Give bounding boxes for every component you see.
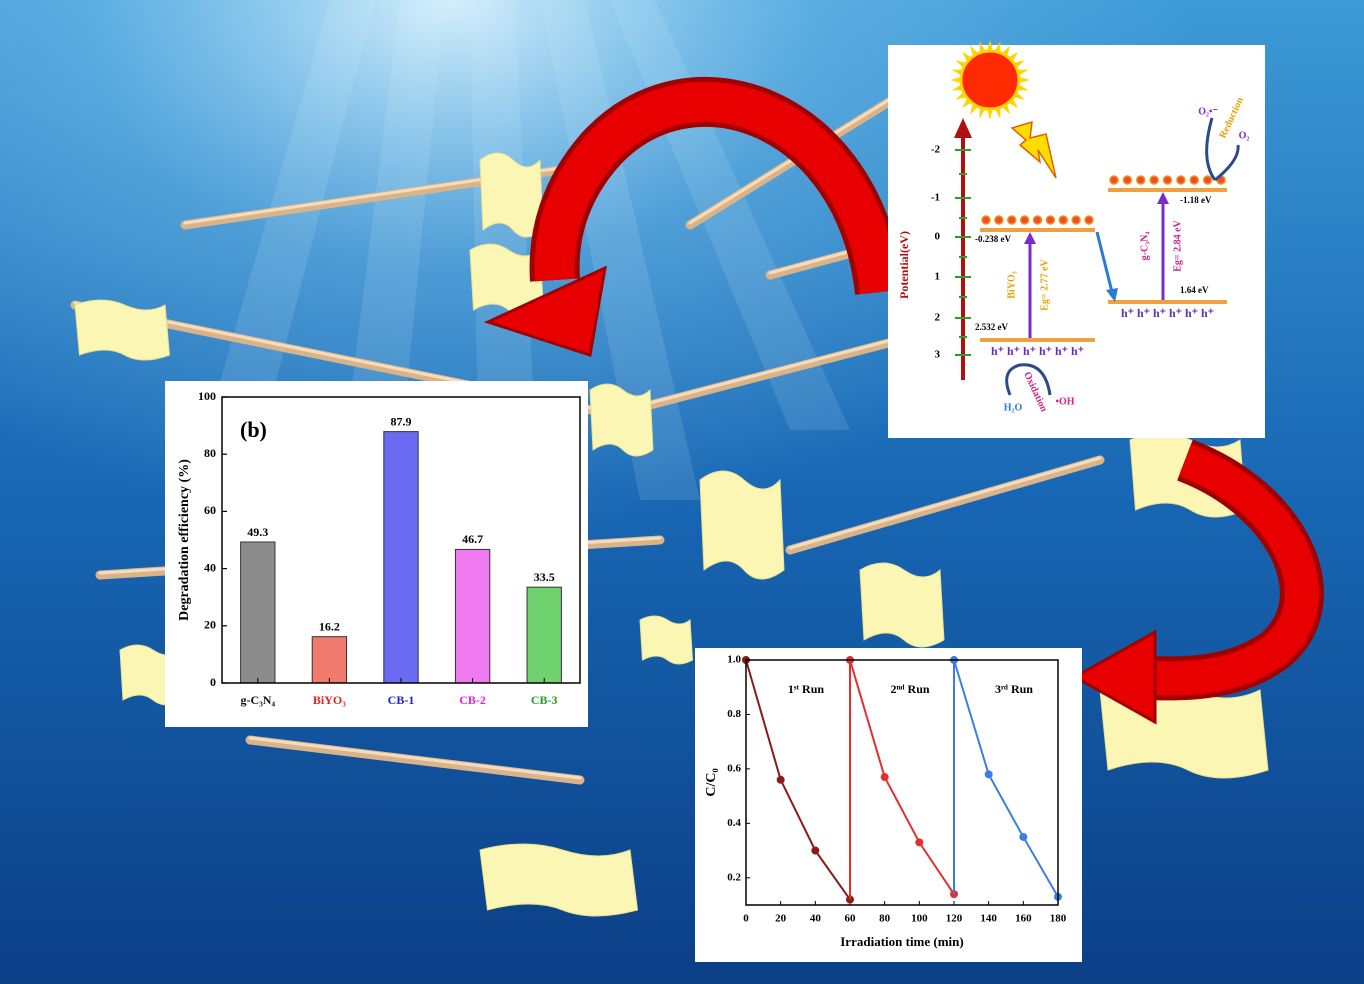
y-tick-label: 20 [204, 618, 216, 632]
electron [1072, 216, 1080, 224]
electron [1177, 176, 1185, 184]
y-tick-label: 60 [204, 503, 216, 517]
bar [312, 637, 346, 683]
holes: h⁺ h⁺ h⁺ h⁺ h⁺ h⁺ [991, 344, 1084, 358]
electron [1110, 176, 1118, 184]
band-gap: Eg= 2.77 eV [1039, 258, 1050, 310]
data-point [812, 847, 819, 854]
oxidation-reactant: H₂O [1004, 402, 1023, 413]
material-name: BiYO₃ [1006, 271, 1017, 298]
data-label: 16.2 [319, 619, 340, 633]
y-tick-label: 0.8 [727, 708, 741, 720]
sheet [700, 471, 784, 579]
electron [1204, 176, 1212, 184]
vb-potential: 2.532 eV [975, 322, 1008, 332]
data-label: 87.9 [391, 414, 412, 428]
diagram-panel [888, 45, 1265, 438]
sun [950, 40, 1030, 120]
x-tick-label: 60 [845, 913, 857, 925]
electron [1021, 216, 1029, 224]
data-point [985, 771, 992, 778]
holes: h⁺ h⁺ h⁺ h⁺ h⁺ h⁺ [1121, 306, 1214, 320]
y-tick-label: 40 [204, 560, 216, 574]
electron [1150, 176, 1158, 184]
x-tick-label: CB-2 [459, 693, 486, 707]
x-tick-label: 160 [1015, 913, 1032, 925]
cb-potential: -0.238 eV [975, 234, 1011, 244]
data-point [1020, 833, 1027, 840]
data-label: 46.7 [462, 532, 483, 546]
data-point [881, 774, 888, 781]
x-axis-label: Irradiation time (min) [840, 934, 963, 949]
sun-disk [961, 51, 1019, 109]
electron [1046, 216, 1054, 224]
oxidation-product: •OH [1055, 396, 1074, 407]
electron [995, 216, 1003, 224]
y-tick-label: 0.2 [727, 871, 741, 883]
x-tick-label: 100 [911, 913, 928, 925]
axis-tick-label: 0 [935, 231, 941, 243]
y-tick-label: 1.0 [727, 654, 741, 666]
y-axis-label: Degradation efficiency (%) [177, 459, 192, 621]
electron [1190, 176, 1198, 184]
data-label: 49.3 [247, 525, 268, 539]
data-point [777, 776, 784, 783]
graphical-abstract: 020406080100Degradation efficiency (%)(b… [0, 0, 1364, 984]
electron [1008, 216, 1016, 224]
band-gap: Eg= 2.84 eV [1172, 219, 1183, 271]
electron [1034, 216, 1042, 224]
axis-tick-label: 1 [935, 271, 941, 283]
series-label: 3ʳᵈ Run [995, 682, 1033, 696]
y-tick-label: 0.4 [727, 817, 741, 829]
y-tick-label: 0.6 [727, 762, 741, 774]
sheet [480, 844, 638, 916]
electron [1164, 176, 1172, 184]
sheet [860, 563, 944, 647]
axis-tick-label: -2 [931, 144, 941, 156]
x-tick-label: CB-3 [531, 693, 558, 707]
y-tick-label: 0 [210, 675, 216, 689]
x-tick-label: BiYO₃ [313, 693, 346, 707]
bar [384, 432, 418, 683]
x-tick-label: CB-1 [388, 693, 415, 707]
reduction-reactant: O₂ [1239, 130, 1250, 141]
material-name: g-C₃N₄ [1139, 232, 1150, 261]
electron [1137, 176, 1145, 184]
x-tick-label: 120 [946, 913, 963, 925]
axis-label: Potential(eV) [897, 231, 911, 299]
cb-potential: -1.18 eV [1180, 195, 1212, 205]
electron [1059, 216, 1067, 224]
x-tick-label: 80 [879, 913, 891, 925]
electron [982, 216, 990, 224]
x-tick-label: 40 [810, 913, 822, 925]
axis-tick-label: 2 [935, 312, 941, 324]
x-tick-label: 180 [1050, 913, 1067, 925]
series-label: 1ˢᵗ Run [788, 682, 824, 696]
chart-panel [165, 381, 588, 727]
bar [455, 549, 489, 683]
axis-tick-label: -1 [931, 192, 940, 204]
sheet [590, 384, 653, 456]
data-point [916, 839, 923, 846]
sheet [480, 153, 543, 237]
y-tick-label: 100 [198, 389, 216, 403]
x-tick-label: 140 [980, 913, 997, 925]
series-label: 2ⁿᵈ Run [890, 682, 929, 696]
bar [527, 587, 561, 683]
y-axis-label: C/C₀ [704, 768, 719, 796]
y-tick-label: 80 [204, 446, 216, 460]
x-tick-label: 20 [775, 913, 787, 925]
data-label: 33.5 [534, 570, 555, 584]
vb-potential: 1.64 eV [1180, 285, 1209, 295]
bar [241, 542, 275, 683]
sheet [640, 616, 693, 664]
electron [1085, 216, 1093, 224]
sheet [75, 300, 170, 360]
x-tick-label: g-C₃N₄ [241, 693, 276, 707]
axis-tick-label: 3 [935, 349, 941, 361]
panel-label: (b) [240, 417, 267, 442]
x-tick-label: 0 [743, 913, 749, 925]
electron [1123, 176, 1131, 184]
reduction-product: O₂•⁻ [1198, 106, 1218, 117]
